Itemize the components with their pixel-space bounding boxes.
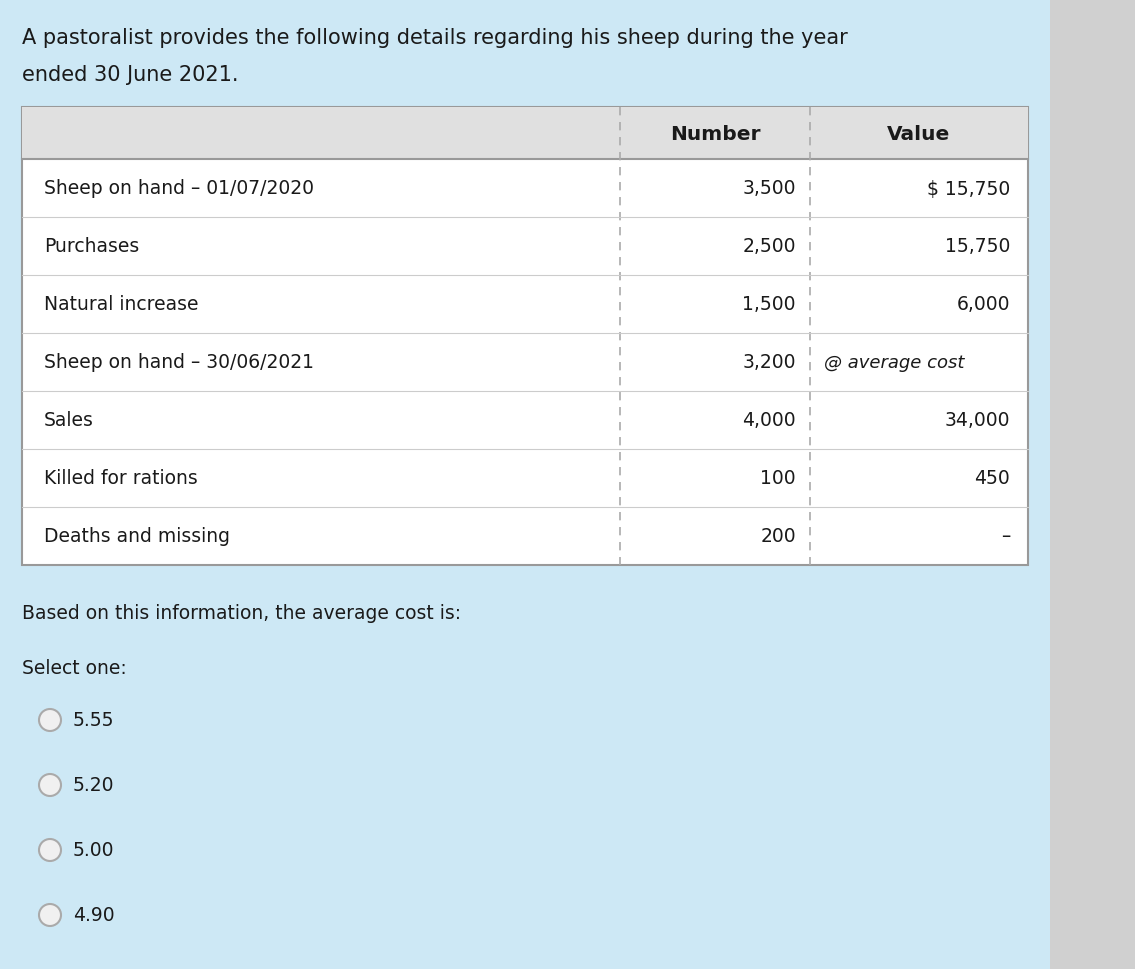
Text: ended 30 June 2021.: ended 30 June 2021. (22, 65, 238, 85)
Text: 4.90: 4.90 (73, 906, 115, 924)
Text: @ average cost: @ average cost (824, 354, 965, 372)
Text: Killed for rations: Killed for rations (44, 469, 197, 488)
Text: 2,500: 2,500 (742, 237, 796, 256)
Text: 5.55: 5.55 (73, 711, 115, 730)
Circle shape (39, 774, 61, 797)
Text: Deaths and missing: Deaths and missing (44, 527, 230, 546)
Text: $ 15,750: $ 15,750 (927, 179, 1010, 199)
Text: Natural increase: Natural increase (44, 296, 199, 314)
Text: Number: Number (670, 124, 760, 143)
Text: Sheep on hand – 30/06/2021: Sheep on hand – 30/06/2021 (44, 353, 314, 372)
Text: Sheep on hand – 01/07/2020: Sheep on hand – 01/07/2020 (44, 179, 314, 199)
Text: A pastoralist provides the following details regarding his sheep during the year: A pastoralist provides the following det… (22, 28, 848, 47)
Text: –: – (1001, 527, 1010, 546)
Bar (1050, 0, 1135, 969)
Text: Select one:: Select one: (22, 658, 127, 677)
Text: Sales: Sales (44, 411, 94, 430)
Text: 3,500: 3,500 (742, 179, 796, 199)
Bar (22, 108, 1028, 566)
Text: 3,200: 3,200 (742, 353, 796, 372)
Text: 15,750: 15,750 (944, 237, 1010, 256)
Text: 450: 450 (974, 469, 1010, 488)
Text: Based on this information, the average cost is:: Based on this information, the average c… (22, 604, 461, 622)
Circle shape (39, 904, 61, 926)
Text: 200: 200 (760, 527, 796, 546)
Text: 100: 100 (760, 469, 796, 488)
Circle shape (39, 709, 61, 732)
Text: 5.20: 5.20 (73, 776, 115, 795)
Text: 1,500: 1,500 (742, 296, 796, 314)
Text: 34,000: 34,000 (944, 411, 1010, 430)
Text: Purchases: Purchases (44, 237, 140, 256)
Text: 4,000: 4,000 (742, 411, 796, 430)
Text: 5.00: 5.00 (73, 841, 115, 860)
Text: Value: Value (888, 124, 951, 143)
Circle shape (39, 839, 61, 861)
Bar (22, 108, 1028, 160)
Text: 6,000: 6,000 (957, 296, 1010, 314)
